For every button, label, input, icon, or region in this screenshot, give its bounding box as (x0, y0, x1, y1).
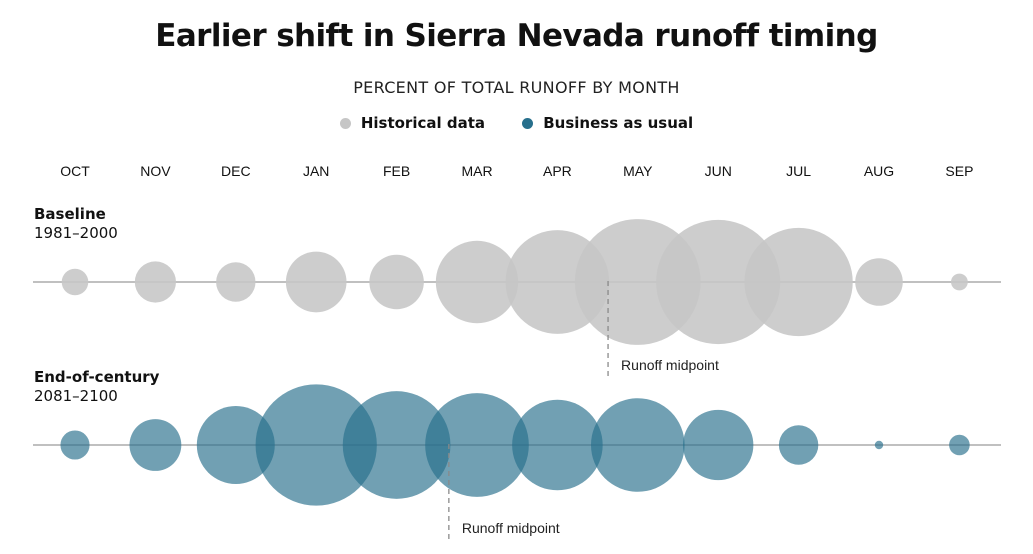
chart-subtitle: PERCENT OF TOTAL RUNOFF BY MONTH (353, 78, 680, 97)
row-name-baseline: Baseline (34, 205, 106, 223)
month-label-mar: MAR (461, 163, 492, 179)
bubble-end-of-century-may (590, 398, 685, 492)
bubble-end-of-century-apr (512, 399, 603, 491)
bubble-baseline-jul (744, 227, 853, 337)
legend-item-business-as-usual: Business as usual (522, 114, 693, 132)
row-years-baseline: 1981–2000 (34, 224, 118, 242)
midpoint-label-end-of-century: Runoff midpoint (462, 520, 560, 536)
midpoint-label-baseline: Runoff midpoint (621, 357, 719, 373)
bubble-baseline-jun (656, 219, 781, 345)
month-label-aug: AUG (864, 163, 894, 179)
row-years-end-of-century: 2081–2100 (34, 387, 118, 405)
month-label-nov: NOV (140, 163, 171, 179)
legend-swatch-historical (339, 117, 351, 129)
bubble-end-of-century-nov (129, 419, 182, 471)
row-name-end-of-century: End-of-century (34, 368, 160, 386)
bubble-end-of-century-sep (949, 434, 970, 456)
bubble-end-of-century-jan (255, 384, 377, 506)
bubble-end-of-century-mar (425, 393, 529, 497)
bubble-baseline-sep (950, 273, 968, 291)
legend-swatch-business-as-usual (522, 117, 534, 129)
legend: Historical data Business as usual (0, 114, 1033, 133)
bubble-baseline-mar (435, 240, 519, 324)
bubble-end-of-century-oct (60, 430, 90, 460)
bubble-baseline-aug (855, 258, 903, 306)
month-label-oct: OCT (60, 163, 90, 179)
bubble-baseline-oct (61, 268, 89, 296)
bubble-baseline-nov (134, 261, 176, 303)
month-label-feb: FEB (383, 163, 410, 179)
bubble-end-of-century-feb (342, 391, 451, 499)
month-label-jan: JAN (303, 163, 329, 179)
month-label-jul: JUL (786, 163, 811, 179)
bubble-end-of-century-dec (196, 406, 275, 484)
month-label-apr: APR (543, 163, 572, 179)
row-label-baseline: Baseline 1981–2000 (34, 205, 118, 243)
bubble-baseline-jan (285, 251, 347, 313)
month-label-sep: SEP (945, 163, 973, 179)
month-label-jun: JUN (705, 163, 732, 179)
legend-label-business-as-usual: Business as usual (543, 114, 694, 132)
row-label-end-of-century: End-of-century 2081–2100 (34, 368, 159, 406)
bubble-baseline-feb (369, 254, 424, 310)
bubble-end-of-century-aug (874, 440, 884, 450)
bubble-end-of-century-jun (683, 409, 754, 481)
chart-title: Earlier shift in Sierra Nevada runoff ti… (155, 18, 878, 54)
bubble-end-of-century-jul (778, 425, 819, 465)
month-label-may: MAY (623, 163, 653, 179)
legend-label-historical: Historical data (360, 114, 485, 132)
bubble-baseline-dec (216, 262, 256, 302)
legend-item-historical: Historical data (339, 114, 485, 132)
month-label-dec: DEC (221, 163, 251, 179)
